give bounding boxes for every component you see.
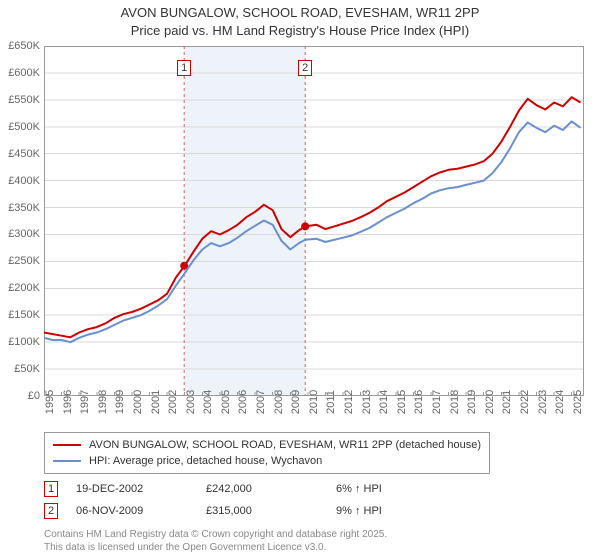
sale-marker-box: 2 — [298, 60, 312, 76]
x-tick-label: 1996 — [62, 390, 74, 414]
title-line-2: Price paid vs. HM Land Registry's House … — [0, 22, 600, 40]
x-tick-label: 2002 — [167, 390, 179, 414]
x-tick-label: 1998 — [97, 390, 109, 414]
sales-row-2: 2 06-NOV-2009 £315,000 9% ↑ HPI — [44, 500, 584, 522]
y-tick-label: £200K — [0, 282, 40, 294]
title-block: AVON BUNGALOW, SCHOOL ROAD, EVESHAM, WR1… — [0, 0, 600, 40]
y-tick-label: £400K — [0, 175, 40, 187]
x-tick-label: 2018 — [449, 390, 461, 414]
legend-row-property: AVON BUNGALOW, SCHOOL ROAD, EVESHAM, WR1… — [53, 437, 481, 453]
x-tick-label: 2019 — [466, 390, 478, 414]
sales-index-box-1: 1 — [44, 481, 58, 497]
x-tick-label: 2009 — [290, 390, 302, 414]
footer-line-2: This data is licensed under the Open Gov… — [44, 541, 584, 554]
legend-label-property: AVON BUNGALOW, SCHOOL ROAD, EVESHAM, WR1… — [89, 437, 481, 453]
chart-container: AVON BUNGALOW, SCHOOL ROAD, EVESHAM, WR1… — [0, 0, 600, 560]
x-tick-label: 2006 — [237, 390, 249, 414]
y-tick-label: £50K — [0, 363, 40, 375]
legend: AVON BUNGALOW, SCHOOL ROAD, EVESHAM, WR1… — [44, 432, 584, 474]
x-tick-label: 2000 — [132, 390, 144, 414]
x-tick-label: 2008 — [273, 390, 285, 414]
y-tick-label: £550K — [0, 94, 40, 106]
x-tick-label: 2005 — [220, 390, 232, 414]
x-tick-label: 2014 — [378, 390, 390, 414]
x-tick-label: 2001 — [150, 390, 162, 414]
sales-index-box-2: 2 — [44, 503, 58, 519]
x-tick-label: 2003 — [185, 390, 197, 414]
legend-box: AVON BUNGALOW, SCHOOL ROAD, EVESHAM, WR1… — [44, 432, 490, 474]
legend-row-hpi: HPI: Average price, detached house, Wych… — [53, 453, 481, 469]
x-tick-label: 2017 — [431, 390, 443, 414]
sales-table: 1 19-DEC-2002 £242,000 6% ↑ HPI 2 06-NOV… — [44, 478, 584, 522]
x-tick-label: 1999 — [114, 390, 126, 414]
x-tick-label: 2013 — [361, 390, 373, 414]
sale-marker-box: 1 — [177, 60, 191, 76]
x-tick-label: 2007 — [255, 390, 267, 414]
x-tick-label: 2015 — [396, 390, 408, 414]
sales-delta-1: 6% ↑ HPI — [336, 483, 456, 495]
sales-price-1: £242,000 — [206, 483, 336, 495]
sales-index-1: 1 — [48, 483, 54, 495]
sales-date-1: 19-DEC-2002 — [76, 483, 206, 495]
y-tick-label: £650K — [0, 40, 40, 52]
title-line-1: AVON BUNGALOW, SCHOOL ROAD, EVESHAM, WR1… — [0, 4, 600, 22]
y-tick-label: £300K — [0, 228, 40, 240]
y-tick-label: £600K — [0, 67, 40, 79]
legend-label-hpi: HPI: Average price, detached house, Wych… — [89, 453, 322, 469]
y-tick-label: £350K — [0, 202, 40, 214]
x-tick-label: 2021 — [501, 390, 513, 414]
sales-date-2: 06-NOV-2009 — [76, 505, 206, 517]
y-tick-label: £450K — [0, 148, 40, 160]
y-tick-label: £500K — [0, 121, 40, 133]
y-tick-label: £150K — [0, 309, 40, 321]
x-tick-label: 1995 — [44, 390, 56, 414]
footer-line-1: Contains HM Land Registry data © Crown c… — [44, 528, 584, 541]
y-tick-label: £100K — [0, 336, 40, 348]
x-tick-label: 2004 — [202, 390, 214, 414]
footer-note: Contains HM Land Registry data © Crown c… — [44, 528, 584, 554]
x-tick-label: 2024 — [554, 390, 566, 414]
x-tick-label: 2020 — [484, 390, 496, 414]
x-tick-label: 2011 — [325, 390, 337, 414]
x-tick-label: 1997 — [79, 390, 91, 414]
x-tick-label: 2023 — [537, 390, 549, 414]
y-tick-label: £250K — [0, 255, 40, 267]
sales-delta-2: 9% ↑ HPI — [336, 505, 456, 517]
x-tick-label: 2022 — [519, 390, 531, 414]
x-tick-label: 2010 — [308, 390, 320, 414]
sales-price-2: £315,000 — [206, 505, 336, 517]
chart-area: £0£50K£100K£150K£200K£250K£300K£350K£400… — [44, 46, 584, 396]
x-tick-label: 2016 — [413, 390, 425, 414]
legend-swatch-hpi — [53, 460, 81, 462]
y-tick-label: £0 — [0, 390, 40, 402]
legend-swatch-property — [53, 444, 81, 446]
x-tick-label: 2012 — [343, 390, 355, 414]
sales-row-1: 1 19-DEC-2002 £242,000 6% ↑ HPI — [44, 478, 584, 500]
sales-index-2: 2 — [48, 505, 54, 517]
chart-svg — [44, 46, 584, 396]
x-tick-label: 2025 — [572, 390, 584, 414]
